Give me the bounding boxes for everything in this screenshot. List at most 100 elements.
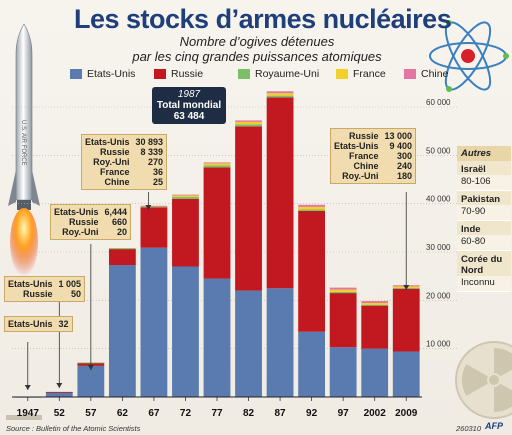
callout-value: 1 005 xyxy=(58,279,82,289)
callout-value: 9 400 xyxy=(389,141,413,151)
x-tick-label: 1947 xyxy=(17,408,40,419)
bar-segment-2002-s3 xyxy=(361,302,389,305)
x-tick-label: 87 xyxy=(275,408,287,419)
legend-item-uk: Royaume-Uni xyxy=(238,68,336,80)
others-country: Pakistan xyxy=(457,191,511,205)
legend-swatch-russia xyxy=(154,69,166,79)
x-tick-label: 97 xyxy=(338,408,350,419)
bar-segment-87-s3 xyxy=(266,93,294,96)
callout-arrow-1967-head xyxy=(145,205,152,210)
bar-segment-82-s2 xyxy=(235,124,262,127)
callout-table: Etats-Unis 32 xyxy=(8,319,69,329)
callout-row: Etats-Unis 9 400 xyxy=(334,141,412,151)
callout-value: 32 xyxy=(58,319,69,329)
x-tick-label: 72 xyxy=(180,408,192,419)
bar-segment-82-s0 xyxy=(235,290,262,397)
y-tick-label: 50 000 xyxy=(426,146,451,155)
callout-row: Etats-Unis 1 005 xyxy=(8,279,81,289)
callout-table: Etats-Unis 6,444 Russie 660 Roy.-Uni 20 xyxy=(54,207,127,237)
x-tick-label: 52 xyxy=(54,408,66,419)
callout-country: Roy.-Uni xyxy=(93,157,130,167)
callout-row: Russie 50 xyxy=(8,289,81,299)
bar-segment-87-s2 xyxy=(266,95,294,98)
legend-item-russia: Russie xyxy=(154,68,238,80)
callout-row: Chine 25 xyxy=(85,177,164,187)
callout-1967: Etats-Unis 30 893 Russie 8 339 Roy.-Uni 270 Fr… xyxy=(81,134,168,190)
others-item: Inde 60-80 xyxy=(457,221,511,251)
bar-segment-87-s0 xyxy=(266,288,294,397)
callout-row: Russie 8 339 xyxy=(85,147,163,157)
bar-segment-2002-s2 xyxy=(361,304,389,306)
bar-segment-72-s4 xyxy=(172,194,199,196)
bar-segment-57-s0 xyxy=(77,365,105,397)
bar-segment-92-s1 xyxy=(298,210,326,332)
callout-arrow-1947-head xyxy=(24,385,31,390)
y-tick-label: 20 000 xyxy=(426,291,451,300)
bar-segment-52-s0 xyxy=(45,392,73,397)
x-tick-label: 77 xyxy=(211,408,223,419)
callout-value: 36 xyxy=(153,167,164,177)
bar-segment-77-s0 xyxy=(203,278,231,397)
legend-item-us: Etats-Unis xyxy=(70,68,154,80)
bar-segment-72-s0 xyxy=(172,266,199,397)
callout-row: Etats-Unis 30 893 xyxy=(85,137,163,147)
bar-segment-82-s4 xyxy=(235,120,262,122)
callout-country: Roy.-Uni xyxy=(342,171,379,181)
callout-country: Etats-Unis xyxy=(8,279,53,289)
others-panel: Autres Israël 80-106 Pakistan 70-90 Inde 60… xyxy=(457,146,511,292)
callout-value: 180 xyxy=(397,171,413,181)
legend-label-russia: Russie xyxy=(171,68,204,80)
callout-row: Chine 240 xyxy=(334,161,413,171)
others-country: Corée du Nord xyxy=(457,251,511,276)
others-count: 80-106 xyxy=(457,175,511,191)
callout-country: Russie xyxy=(100,147,130,157)
callout-value: 270 xyxy=(148,157,164,167)
callout-value: 13 000 xyxy=(384,131,413,141)
bar-segment-92-s4 xyxy=(298,204,326,207)
callout-row: Russie 13 000 xyxy=(334,131,412,141)
bar-segment-72-s2 xyxy=(172,196,199,199)
bar-segment-52-s1 xyxy=(45,391,73,393)
legend: Etats-Unis Russie Royaume-Uni France Chi… xyxy=(70,68,448,80)
legend-swatch-france xyxy=(336,69,348,79)
callout-arrow-1952-head xyxy=(56,383,63,388)
peak-value: 63 484 xyxy=(173,111,205,122)
bar-segment-77-s2 xyxy=(203,165,231,168)
bar-segment-72-s3 xyxy=(172,195,199,197)
bar-segment-2002-s1 xyxy=(361,305,389,349)
callout-country: Russie xyxy=(349,131,379,141)
callout-value: 8 339 xyxy=(140,147,164,157)
subtitle-line-1: Nombre d’ogives détenues xyxy=(179,34,335,49)
others-country: Israël xyxy=(457,161,511,175)
world-total-badge: 1987 Total mondial 63 484 xyxy=(152,87,226,124)
legend-item-china: Chine xyxy=(404,68,448,80)
x-tick-label: 92 xyxy=(306,408,318,419)
bar-segment-2002-s0 xyxy=(361,348,389,397)
bar-segment-62-s0 xyxy=(108,265,136,397)
others-header: Autres xyxy=(457,146,511,161)
chart-subtitle: Nombre d’ogives détenues par les cinq gr… xyxy=(94,34,420,64)
legend-label-uk: Royaume-Uni xyxy=(255,68,320,80)
bar-segment-97-s0 xyxy=(329,347,357,397)
page-title: Les stocks d’armes nucléaires xyxy=(74,4,452,34)
bar-segment-97-s1 xyxy=(329,293,357,348)
legend-label-us: Etats-Unis xyxy=(87,68,136,80)
bar-segment-82-s3 xyxy=(235,121,262,125)
bar-segment-92-s0 xyxy=(298,331,326,397)
callout-row: Russie 660 xyxy=(54,217,127,227)
bar-segment-67-s1 xyxy=(140,207,168,248)
others-count: 60-80 xyxy=(457,235,511,251)
callout-1957: Etats-Unis 6,444 Russie 660 Roy.-Uni 20 xyxy=(50,204,132,240)
bar-segment-87-s4 xyxy=(266,91,294,94)
callout-value: 50 xyxy=(71,289,82,299)
others-item: Corée du Nord Inconnu xyxy=(457,251,511,292)
callout-row: Roy.-Uni 20 xyxy=(54,227,127,237)
bar-segment-97-s3 xyxy=(329,289,357,292)
callout-value: 25 xyxy=(153,177,164,187)
callout-value: 300 xyxy=(397,151,413,161)
bar-segment-87-s1 xyxy=(266,97,294,289)
legend-swatch-china xyxy=(404,69,416,79)
callout-country: Chine xyxy=(353,161,379,171)
peak-year: 1987 xyxy=(177,89,201,100)
legend-label-china: Chine xyxy=(421,68,449,80)
